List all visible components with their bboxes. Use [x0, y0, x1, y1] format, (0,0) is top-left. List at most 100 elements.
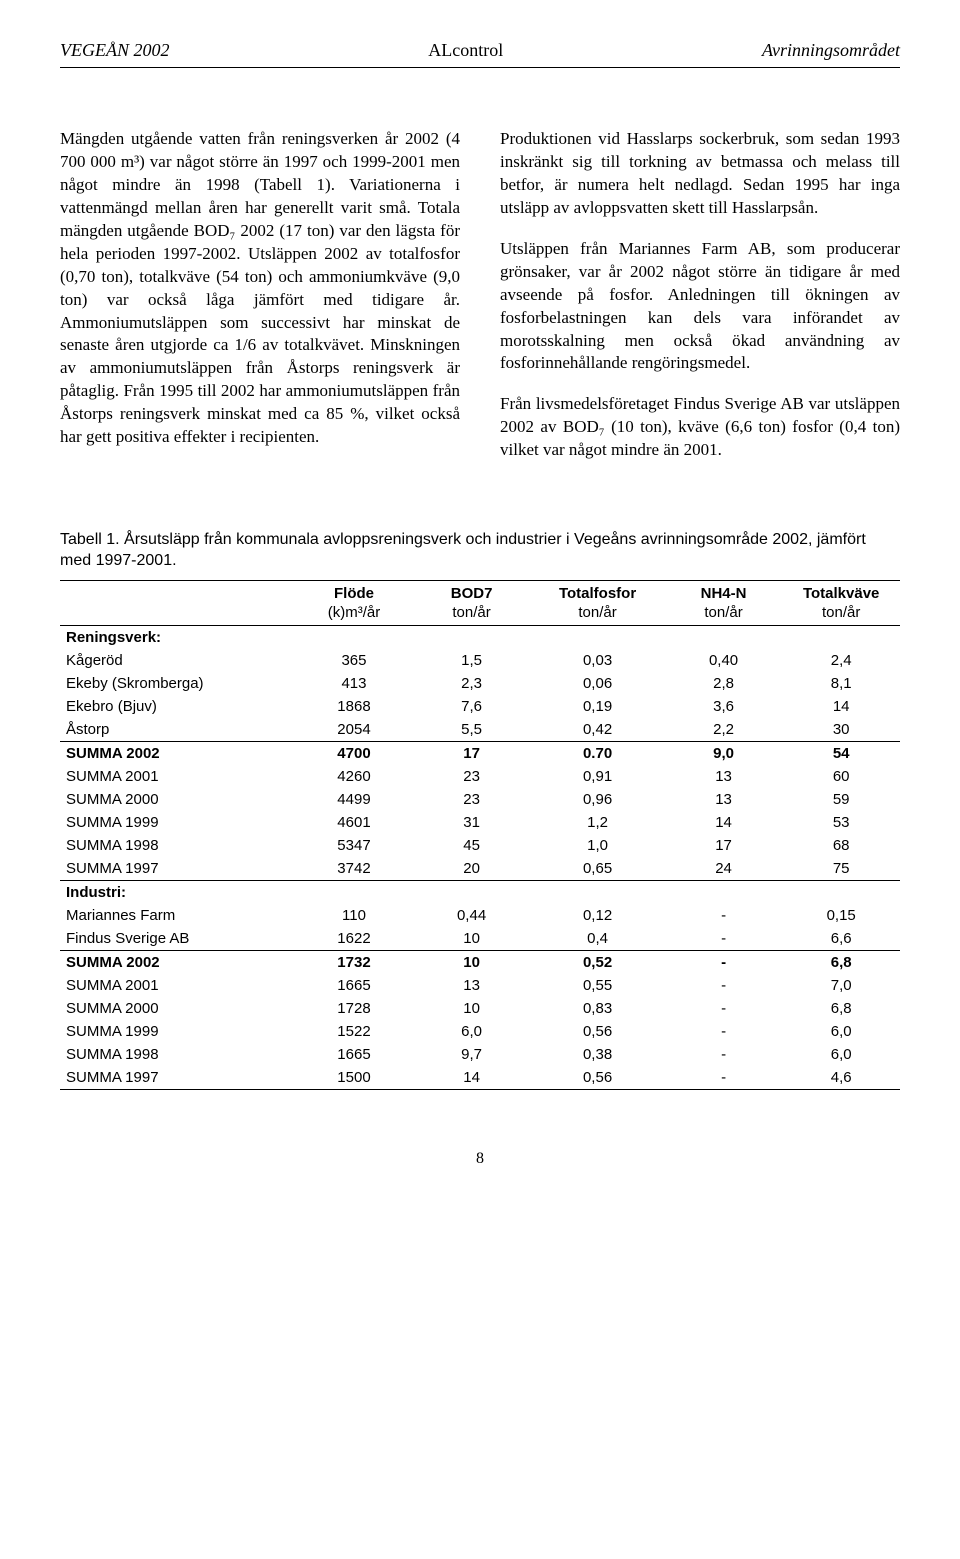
cell: - [665, 904, 783, 927]
col-unit-3: ton/år [530, 604, 664, 626]
col-unit-2: ton/år [413, 604, 531, 626]
header-right: Avrinningsområdet [762, 40, 900, 61]
cell: 30 [782, 718, 900, 742]
cell: 45 [413, 834, 531, 857]
cell: 14 [413, 1066, 531, 1090]
cell: 13 [665, 765, 783, 788]
cell: 23 [413, 765, 531, 788]
cell: 54 [782, 741, 900, 765]
cell: 9,7 [413, 1043, 531, 1066]
col-unit-4: ton/år [665, 604, 783, 626]
table-row: Findus Sverige AB 1622 10 0,4 - 6,6 [60, 927, 900, 951]
cell: SUMMA 2002 [60, 950, 295, 974]
cell: SUMMA 1999 [60, 811, 295, 834]
table-row-summa: SUMMA 2002 4700 17 0.70 9,0 54 [60, 741, 900, 765]
cell: - [665, 997, 783, 1020]
col-header-5: Totalkväve [782, 580, 900, 604]
cell: 1,2 [530, 811, 664, 834]
table-row: Ekebro (Bjuv) 1868 7,6 0,19 3,6 14 [60, 695, 900, 718]
cell: 2,3 [413, 672, 531, 695]
cell: SUMMA 2000 [60, 788, 295, 811]
cell: 4700 [295, 741, 413, 765]
right-column: Produktionen vid Hasslarps sockerbruk, s… [500, 128, 900, 480]
cell: 10 [413, 997, 531, 1020]
header-left: VEGEÅN 2002 [60, 40, 170, 61]
cell: 75 [782, 857, 900, 881]
cell: - [665, 927, 783, 951]
data-table: Flöde BOD7 Totalfosfor NH4-N Totalkväve … [60, 580, 900, 1090]
col-unit-5: ton/år [782, 604, 900, 626]
cell: 14 [782, 695, 900, 718]
cell: 31 [413, 811, 531, 834]
col-header-4: NH4-N [665, 580, 783, 604]
cell: 0,40 [665, 649, 783, 672]
cell: 1665 [295, 974, 413, 997]
cell: 1728 [295, 997, 413, 1020]
left-paragraph-1: Mängden utgående vatten från reningsverk… [60, 128, 460, 449]
table-row: Åstorp 2054 5,5 0,42 2,2 30 [60, 718, 900, 742]
col-header-0 [60, 580, 295, 604]
table-unit-row: (k)m³/år ton/år ton/år ton/år ton/år [60, 604, 900, 626]
cell: - [665, 1043, 783, 1066]
cell: SUMMA 1997 [60, 857, 295, 881]
table-row: SUMMA 1998 1665 9,7 0,38 - 6,0 [60, 1043, 900, 1066]
cell: 0,56 [530, 1066, 664, 1090]
table-row: SUMMA 2000 1728 10 0,83 - 6,8 [60, 997, 900, 1020]
right-paragraph-3: Från livsmedelsföretaget Findus Sverige … [500, 393, 900, 462]
cell: 5347 [295, 834, 413, 857]
cell: 0,03 [530, 649, 664, 672]
cell: 10 [413, 950, 531, 974]
cell: 2,4 [782, 649, 900, 672]
cell: SUMMA 1997 [60, 1066, 295, 1090]
table-row: Mariannes Farm 110 0,44 0,12 - 0,15 [60, 904, 900, 927]
cell: 2054 [295, 718, 413, 742]
cell: 10 [413, 927, 531, 951]
cell: - [665, 950, 783, 974]
col-unit-0 [60, 604, 295, 626]
cell: 1732 [295, 950, 413, 974]
cell: 6,0 [413, 1020, 531, 1043]
cell: 24 [665, 857, 783, 881]
cell: 0,4 [530, 927, 664, 951]
cell: 1522 [295, 1020, 413, 1043]
col-header-3: Totalfosfor [530, 580, 664, 604]
cell: SUMMA 1998 [60, 834, 295, 857]
cell: 1,5 [413, 649, 531, 672]
cell: 6,0 [782, 1043, 900, 1066]
cell: 4601 [295, 811, 413, 834]
cell: 0,19 [530, 695, 664, 718]
cell: 9,0 [665, 741, 783, 765]
table-row: SUMMA 1998 5347 45 1,0 17 68 [60, 834, 900, 857]
cell: SUMMA 1998 [60, 1043, 295, 1066]
section-industri: Industri: [60, 880, 900, 904]
cell: 0.70 [530, 741, 664, 765]
cell: 0,06 [530, 672, 664, 695]
col-header-1: Flöde [295, 580, 413, 604]
cell: Findus Sverige AB [60, 927, 295, 951]
cell: 13 [413, 974, 531, 997]
table-row: Ekeby (Skromberga) 413 2,3 0,06 2,8 8,1 [60, 672, 900, 695]
cell: 60 [782, 765, 900, 788]
table-header-row: Flöde BOD7 Totalfosfor NH4-N Totalkväve [60, 580, 900, 604]
cell: - [665, 1066, 783, 1090]
table-row: SUMMA 1999 4601 31 1,2 14 53 [60, 811, 900, 834]
cell: 2,2 [665, 718, 783, 742]
cell: 0,38 [530, 1043, 664, 1066]
col-header-2: BOD7 [413, 580, 531, 604]
cell: 3742 [295, 857, 413, 881]
cell: 7,0 [782, 974, 900, 997]
cell: 110 [295, 904, 413, 927]
cell: 6,0 [782, 1020, 900, 1043]
cell: 23 [413, 788, 531, 811]
cell: 1665 [295, 1043, 413, 1066]
table-row: SUMMA 2001 1665 13 0,55 - 7,0 [60, 974, 900, 997]
cell: 1500 [295, 1066, 413, 1090]
section-reningsverk: Reningsverk: [60, 625, 900, 649]
table-row: SUMMA 2000 4499 23 0,96 13 59 [60, 788, 900, 811]
cell: SUMMA 1999 [60, 1020, 295, 1043]
cell: 0,56 [530, 1020, 664, 1043]
right-paragraph-2: Utsläppen från Mariannes Farm AB, som pr… [500, 238, 900, 376]
cell: 0,52 [530, 950, 664, 974]
cell: 6,8 [782, 950, 900, 974]
cell: - [665, 974, 783, 997]
